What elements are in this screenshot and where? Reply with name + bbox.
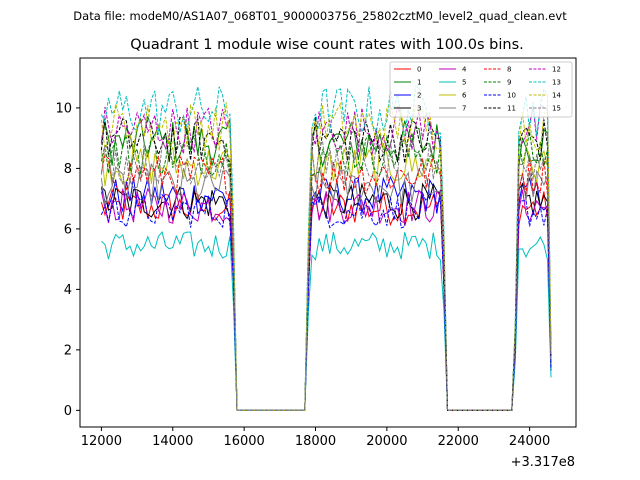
x-tick-label-20000: 20000 — [366, 434, 407, 449]
series-line-4 — [100, 187, 552, 411]
series-line-14 — [100, 102, 552, 411]
legend-label-6: 6 — [462, 92, 467, 100]
x-offset-label: +3.317e8 — [511, 455, 575, 470]
legend-box — [389, 61, 573, 118]
y-tick-label-6: 6 — [64, 222, 72, 237]
x-axis: 12000 14000 16000 18000 20000 22000 24000 — [81, 427, 550, 449]
series-line-15 — [100, 139, 552, 411]
series-line-5 — [101, 231, 552, 411]
x-tick-label-18000: 18000 — [295, 434, 336, 449]
legend-label-4: 4 — [462, 66, 467, 74]
legend-label-0: 0 — [417, 66, 421, 74]
legend-label-5: 5 — [462, 79, 466, 87]
legend-label-8: 8 — [507, 66, 511, 74]
x-tick-label-22000: 22000 — [438, 434, 479, 449]
series-line-3 — [101, 181, 552, 411]
series-line-11 — [100, 115, 552, 411]
chart-title: Quadrant 1 module wise count rates with … — [130, 37, 524, 53]
legend-label-9: 9 — [507, 79, 511, 87]
series-line-2 — [100, 175, 552, 411]
legend-label-1: 1 — [417, 79, 421, 87]
chart-suptitle: Data file: modeM0/AS1A07_068T01_90000037… — [73, 9, 567, 23]
y-tick-label-4: 4 — [64, 283, 72, 298]
series-line-1 — [100, 117, 552, 411]
x-tick-label-14000: 14000 — [152, 434, 193, 449]
legend-label-10: 10 — [507, 92, 516, 100]
legend-label-11: 11 — [507, 105, 516, 113]
plot-lines — [100, 86, 552, 411]
legend-label-3: 3 — [417, 105, 421, 113]
legend-label-14: 14 — [552, 92, 561, 100]
x-tick-label-16000: 16000 — [223, 434, 264, 449]
series-line-13 — [100, 86, 552, 411]
y-axis: 0 2 4 6 8 10 — [55, 101, 80, 419]
legend-label-13: 13 — [552, 79, 561, 87]
y-tick-label-0: 0 — [64, 404, 72, 419]
y-tick-label-8: 8 — [64, 162, 72, 177]
plot-frame — [79, 57, 577, 428]
legend-label-2: 2 — [417, 92, 421, 100]
series-line-0 — [100, 188, 552, 411]
series-line-12 — [100, 105, 552, 411]
x-tick-label-12000: 12000 — [81, 434, 122, 449]
legend-label-12: 12 — [552, 66, 561, 74]
series-line-10 — [100, 191, 552, 411]
series-line-9 — [100, 131, 552, 411]
legend-label-7: 7 — [462, 105, 466, 113]
legend-label-15: 15 — [552, 105, 561, 113]
x-tick-label-24000: 24000 — [509, 434, 550, 449]
y-tick-label-2: 2 — [64, 343, 72, 358]
y-tick-label-10: 10 — [55, 101, 72, 116]
series-line-7 — [100, 166, 552, 411]
